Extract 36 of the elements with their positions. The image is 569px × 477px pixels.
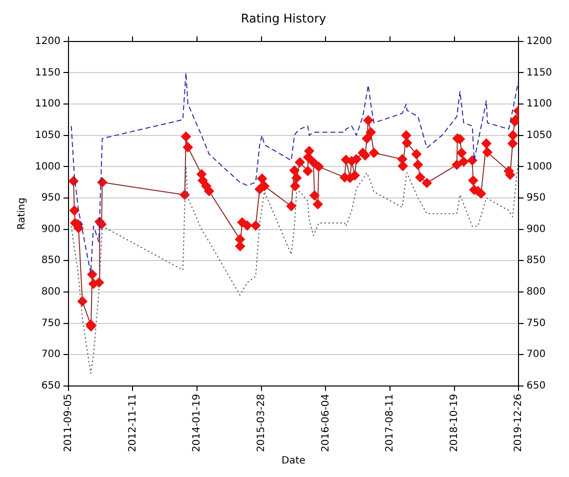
y2-tick-label: 950 xyxy=(526,192,546,204)
y-tick-label: 1000 xyxy=(34,161,60,172)
y-tick-label: 650 xyxy=(41,380,60,392)
y2-tick-label: 800 xyxy=(526,286,546,298)
y-tick-label: 900 xyxy=(41,224,60,235)
y-tick-label: 800 xyxy=(41,286,60,298)
y2-tick-label: 1000 xyxy=(526,161,552,172)
y2-tick-label: 700 xyxy=(526,349,546,360)
chart-title: Rating History xyxy=(240,11,326,26)
y-tick-label: 1050 xyxy=(34,130,60,141)
x-tick-label: 2014-01-19 xyxy=(192,394,203,452)
y2-tick-label: 650 xyxy=(526,380,546,392)
y2-tick-label: 850 xyxy=(526,255,546,266)
x-tick-label: 2019-12-26 xyxy=(513,394,524,452)
x-tick-label: 2018-10-19 xyxy=(448,394,460,452)
x-tick-label: 2012-11-11 xyxy=(127,394,138,452)
y-tick-label: 700 xyxy=(41,349,60,360)
line-series xyxy=(70,160,519,374)
y-tick-label: 1200 xyxy=(34,36,60,47)
y-tick-label: 950 xyxy=(41,192,60,204)
y-tick-label: 1100 xyxy=(34,98,60,110)
x-tick-label: 2011-09-05 xyxy=(63,394,74,452)
y-tick-label: 850 xyxy=(41,255,60,266)
y-axis-title: Rating xyxy=(16,198,28,230)
y2-tick-label: 900 xyxy=(526,224,546,235)
y2-tick-label: 750 xyxy=(526,318,546,329)
y2-tick-label: 1100 xyxy=(526,98,552,110)
x-tick-label: 2015-03-28 xyxy=(256,394,267,452)
y-tick-label: 1150 xyxy=(34,67,60,78)
y2-tick-label: 1200 xyxy=(526,36,552,47)
y-tick-label: 750 xyxy=(41,318,60,329)
y2-tick-label: 1150 xyxy=(526,67,552,78)
x-axis-title: Date xyxy=(282,456,306,467)
x-tick-label: 2016-06-04 xyxy=(320,394,332,452)
y2-tick-label: 1050 xyxy=(526,130,552,141)
x-tick-label: 2017-08-11 xyxy=(384,394,396,452)
